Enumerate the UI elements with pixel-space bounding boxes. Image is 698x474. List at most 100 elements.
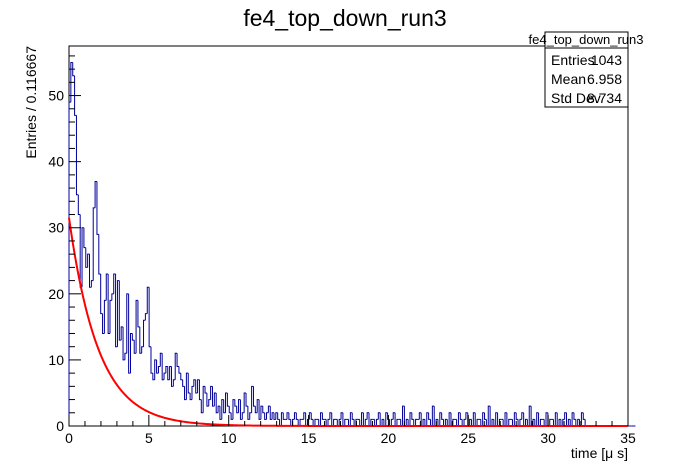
histogram-bin [267, 405, 271, 413]
histogram-bin [154, 359, 157, 380]
histogram-bin [258, 399, 261, 420]
plot-area: 0 5 10 15 20 25 30 35 0 10 20 30 40 50 [48, 45, 636, 446]
histogram-bin [70, 62, 73, 103]
histogram-bin [280, 412, 284, 426]
histogram-bin [545, 412, 548, 426]
histogram-bin [377, 412, 381, 420]
histogram-bin [465, 412, 468, 420]
histogram-bin [422, 418, 425, 426]
histogram-bin [558, 418, 561, 426]
x-tick-label: 25 [460, 430, 476, 446]
histogram-bin [191, 385, 194, 400]
histogram-bin [208, 399, 211, 407]
histogram-bin [243, 392, 247, 413]
histogram-bin [251, 385, 254, 413]
histogram-bin [385, 412, 388, 426]
histogram-bin [180, 373, 183, 381]
histogram-bin [571, 412, 574, 426]
histogram-bin [580, 412, 584, 426]
x-tick-label: 10 [221, 430, 237, 446]
histogram-bin [308, 412, 312, 420]
histogram-bin [89, 254, 92, 288]
x-axis: 0 5 10 15 20 25 30 35 [65, 415, 636, 446]
histogram-bin [370, 418, 373, 426]
histogram-bin [165, 366, 168, 374]
histogram-bin [444, 418, 448, 426]
histogram-bin [549, 418, 552, 426]
histogram-bin [98, 234, 101, 275]
y-tick-label: 40 [48, 154, 64, 170]
histogram-bin [564, 412, 567, 420]
histogram-bin [116, 280, 120, 347]
y-tick-label: 20 [48, 286, 64, 302]
stats-mean-label: Mean [551, 71, 586, 87]
histogram-bin [81, 227, 84, 288]
histogram-bin [131, 333, 135, 341]
histogram-bin [472, 412, 476, 426]
histogram-bin [223, 399, 226, 414]
histogram-bin [141, 346, 144, 354]
histogram-bin [338, 418, 342, 426]
y-tick-label: 30 [48, 220, 64, 236]
y-tick-label: 10 [48, 352, 64, 368]
histogram-bin [129, 332, 133, 374]
histogram-bin [262, 406, 265, 414]
histogram-bin [170, 366, 174, 387]
histogram-bin [113, 273, 116, 294]
histogram-bin [94, 180, 97, 208]
histogram-bin [320, 412, 323, 426]
histogram-bin [282, 412, 286, 420]
histogram-bin [554, 412, 558, 426]
histogram-bin [184, 386, 187, 401]
histogram-bin [169, 366, 172, 380]
histogram-bin [321, 412, 325, 420]
histogram-bin [85, 247, 88, 268]
histogram-bin [355, 418, 358, 426]
histogram-bin [107, 274, 110, 334]
fit-curve [68, 217, 628, 427]
histogram-bin [146, 286, 150, 314]
histogram-bin [68, 101, 71, 426]
histogram-bin [252, 386, 256, 407]
histogram-bin [144, 313, 148, 321]
histogram-bin [418, 412, 422, 420]
x-tick-label: 5 [145, 430, 153, 446]
histogram-bin [498, 418, 502, 426]
histogram-bin [264, 412, 267, 420]
histogram-bin [364, 418, 368, 426]
histogram-bin [293, 412, 297, 420]
histogram-bin [148, 287, 151, 348]
histogram-bin [428, 412, 431, 420]
histogram-bin [211, 386, 215, 407]
histogram-bin [515, 412, 519, 420]
histogram-bin [174, 352, 178, 380]
histogram-bin [333, 418, 336, 426]
histogram-bin [172, 379, 176, 387]
histogram-bin [366, 412, 369, 420]
histogram-bin [469, 418, 472, 426]
histogram-bin [491, 418, 494, 426]
histogram-bin [269, 406, 273, 420]
histogram-bin [90, 280, 94, 288]
histogram-bin [361, 412, 364, 426]
histogram-bin [310, 412, 314, 420]
histogram-bin [75, 115, 79, 196]
histogram-bin [288, 412, 291, 420]
stats-mean-value: 6.958 [587, 71, 622, 87]
histogram-bin [327, 418, 330, 426]
x-tick-label: 35 [620, 430, 636, 446]
histogram-bin [133, 340, 137, 354]
histogram-bin [392, 412, 396, 420]
histogram-bin [396, 418, 399, 426]
histogram-bin [521, 412, 524, 420]
x-axis-label: time [μ s] [571, 445, 628, 461]
histogram-bin [273, 412, 276, 420]
histogram-bin [206, 392, 209, 407]
histogram-bin [225, 392, 228, 413]
histogram-bin [198, 379, 202, 401]
histogram-bin [238, 399, 241, 413]
histogram-bin [508, 418, 511, 426]
histogram-bin [126, 293, 129, 354]
histogram-bin [415, 418, 418, 426]
histogram-bin [118, 280, 122, 341]
